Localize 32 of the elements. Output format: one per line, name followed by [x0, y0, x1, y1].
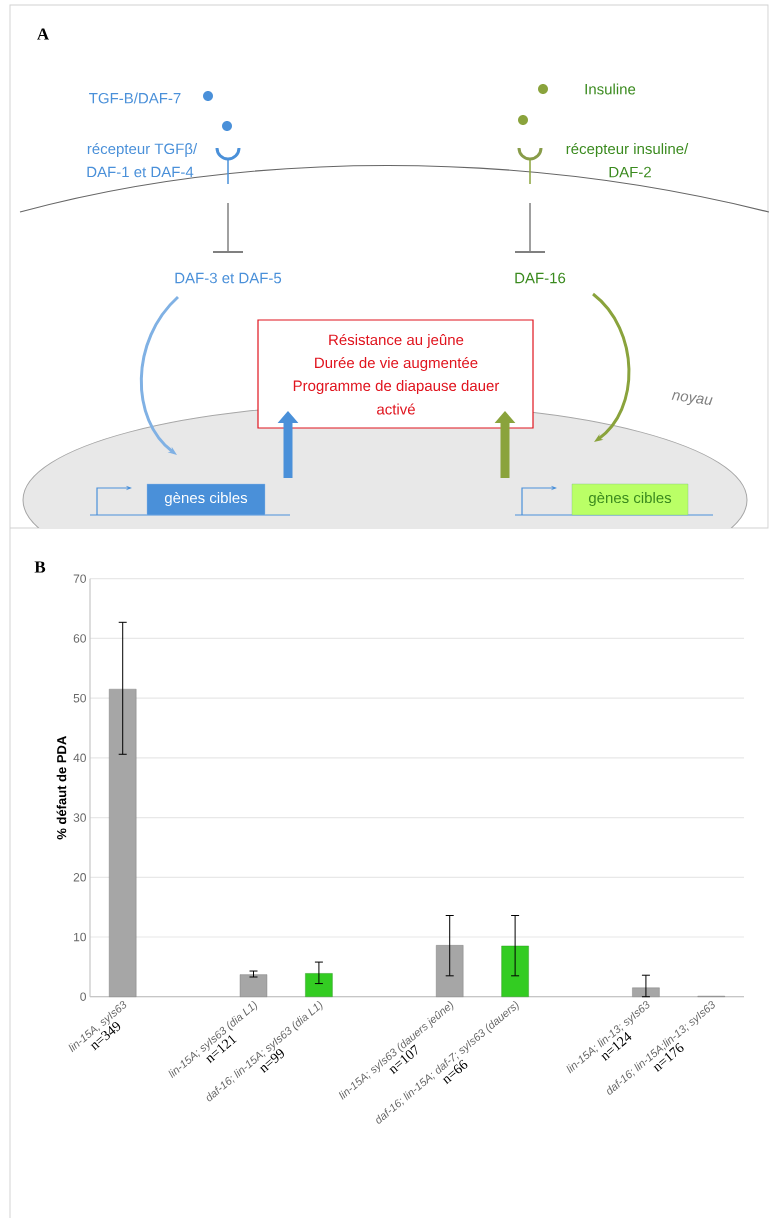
- text: Durée de vie augmentée: [315, 356, 478, 372]
- bar: [632, 987, 660, 997]
- y-tick-label: 50: [73, 693, 86, 703]
- bar: [436, 945, 464, 997]
- text: DAF-2: [609, 166, 651, 178]
- text: DAF-16: [515, 272, 566, 284]
- text: gènes cibles: [588, 491, 672, 507]
- text: DAF-3 et DAF-5: [175, 272, 282, 284]
- bar: [501, 945, 529, 997]
- text: noyau: [671, 392, 713, 406]
- text: Insuline: [585, 83, 636, 95]
- bar: [109, 688, 137, 997]
- bar: [239, 974, 268, 997]
- text: Résistance au jeûne: [329, 333, 464, 349]
- y-tick-label: 10: [74, 932, 86, 942]
- text: récepteur insuline/: [566, 142, 689, 158]
- text: TGF-B/DAF-7: [89, 92, 181, 104]
- text: récepteur TGFβ/: [87, 142, 198, 158]
- y-tick-label: 20: [73, 873, 86, 882]
- text: activé: [377, 403, 415, 415]
- text: DAF-1 et DAF-4: [87, 166, 194, 178]
- y-tick-label: 40: [73, 753, 86, 763]
- y-tick-label: 0: [80, 992, 86, 1001]
- y-tick-label: 60: [73, 634, 86, 643]
- text: Programme de diapause dauer: [293, 380, 500, 394]
- text: A: [37, 28, 50, 40]
- y-tick-label: 30: [73, 813, 86, 822]
- y-tick-label: 70: [73, 574, 86, 583]
- chart-title: B: [34, 561, 46, 573]
- bar: [305, 973, 333, 997]
- text: gènes cibles: [164, 491, 248, 507]
- y-axis-title: % défaut de PDA: [56, 736, 67, 840]
